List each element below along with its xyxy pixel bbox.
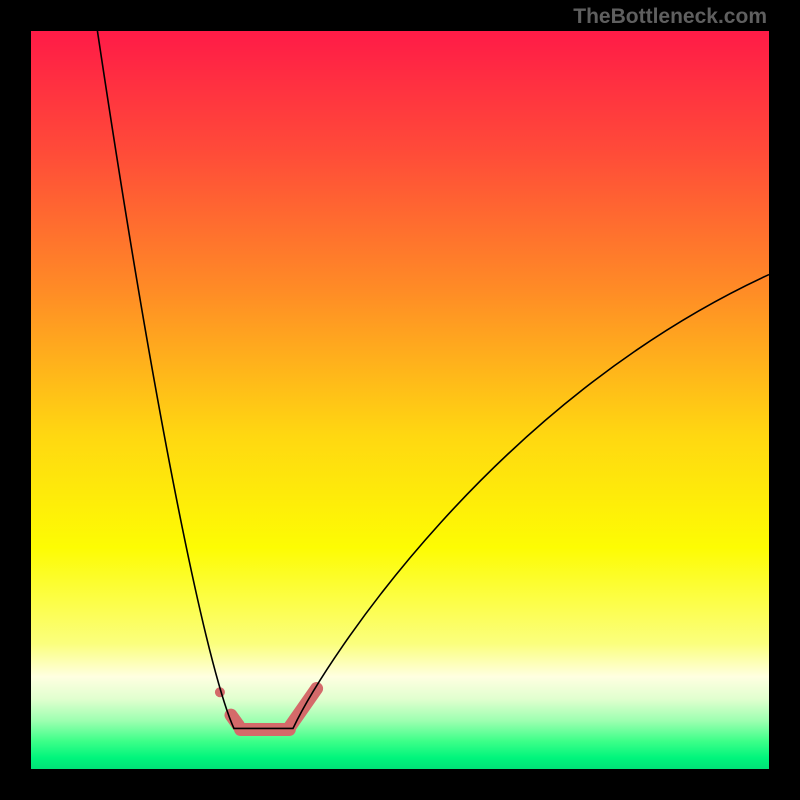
trough-markers — [215, 687, 317, 729]
plot-area — [31, 31, 769, 769]
chart-svg — [31, 31, 769, 769]
bottleneck-curve — [97, 31, 769, 728]
watermark-text: TheBottleneck.com — [573, 5, 767, 29]
